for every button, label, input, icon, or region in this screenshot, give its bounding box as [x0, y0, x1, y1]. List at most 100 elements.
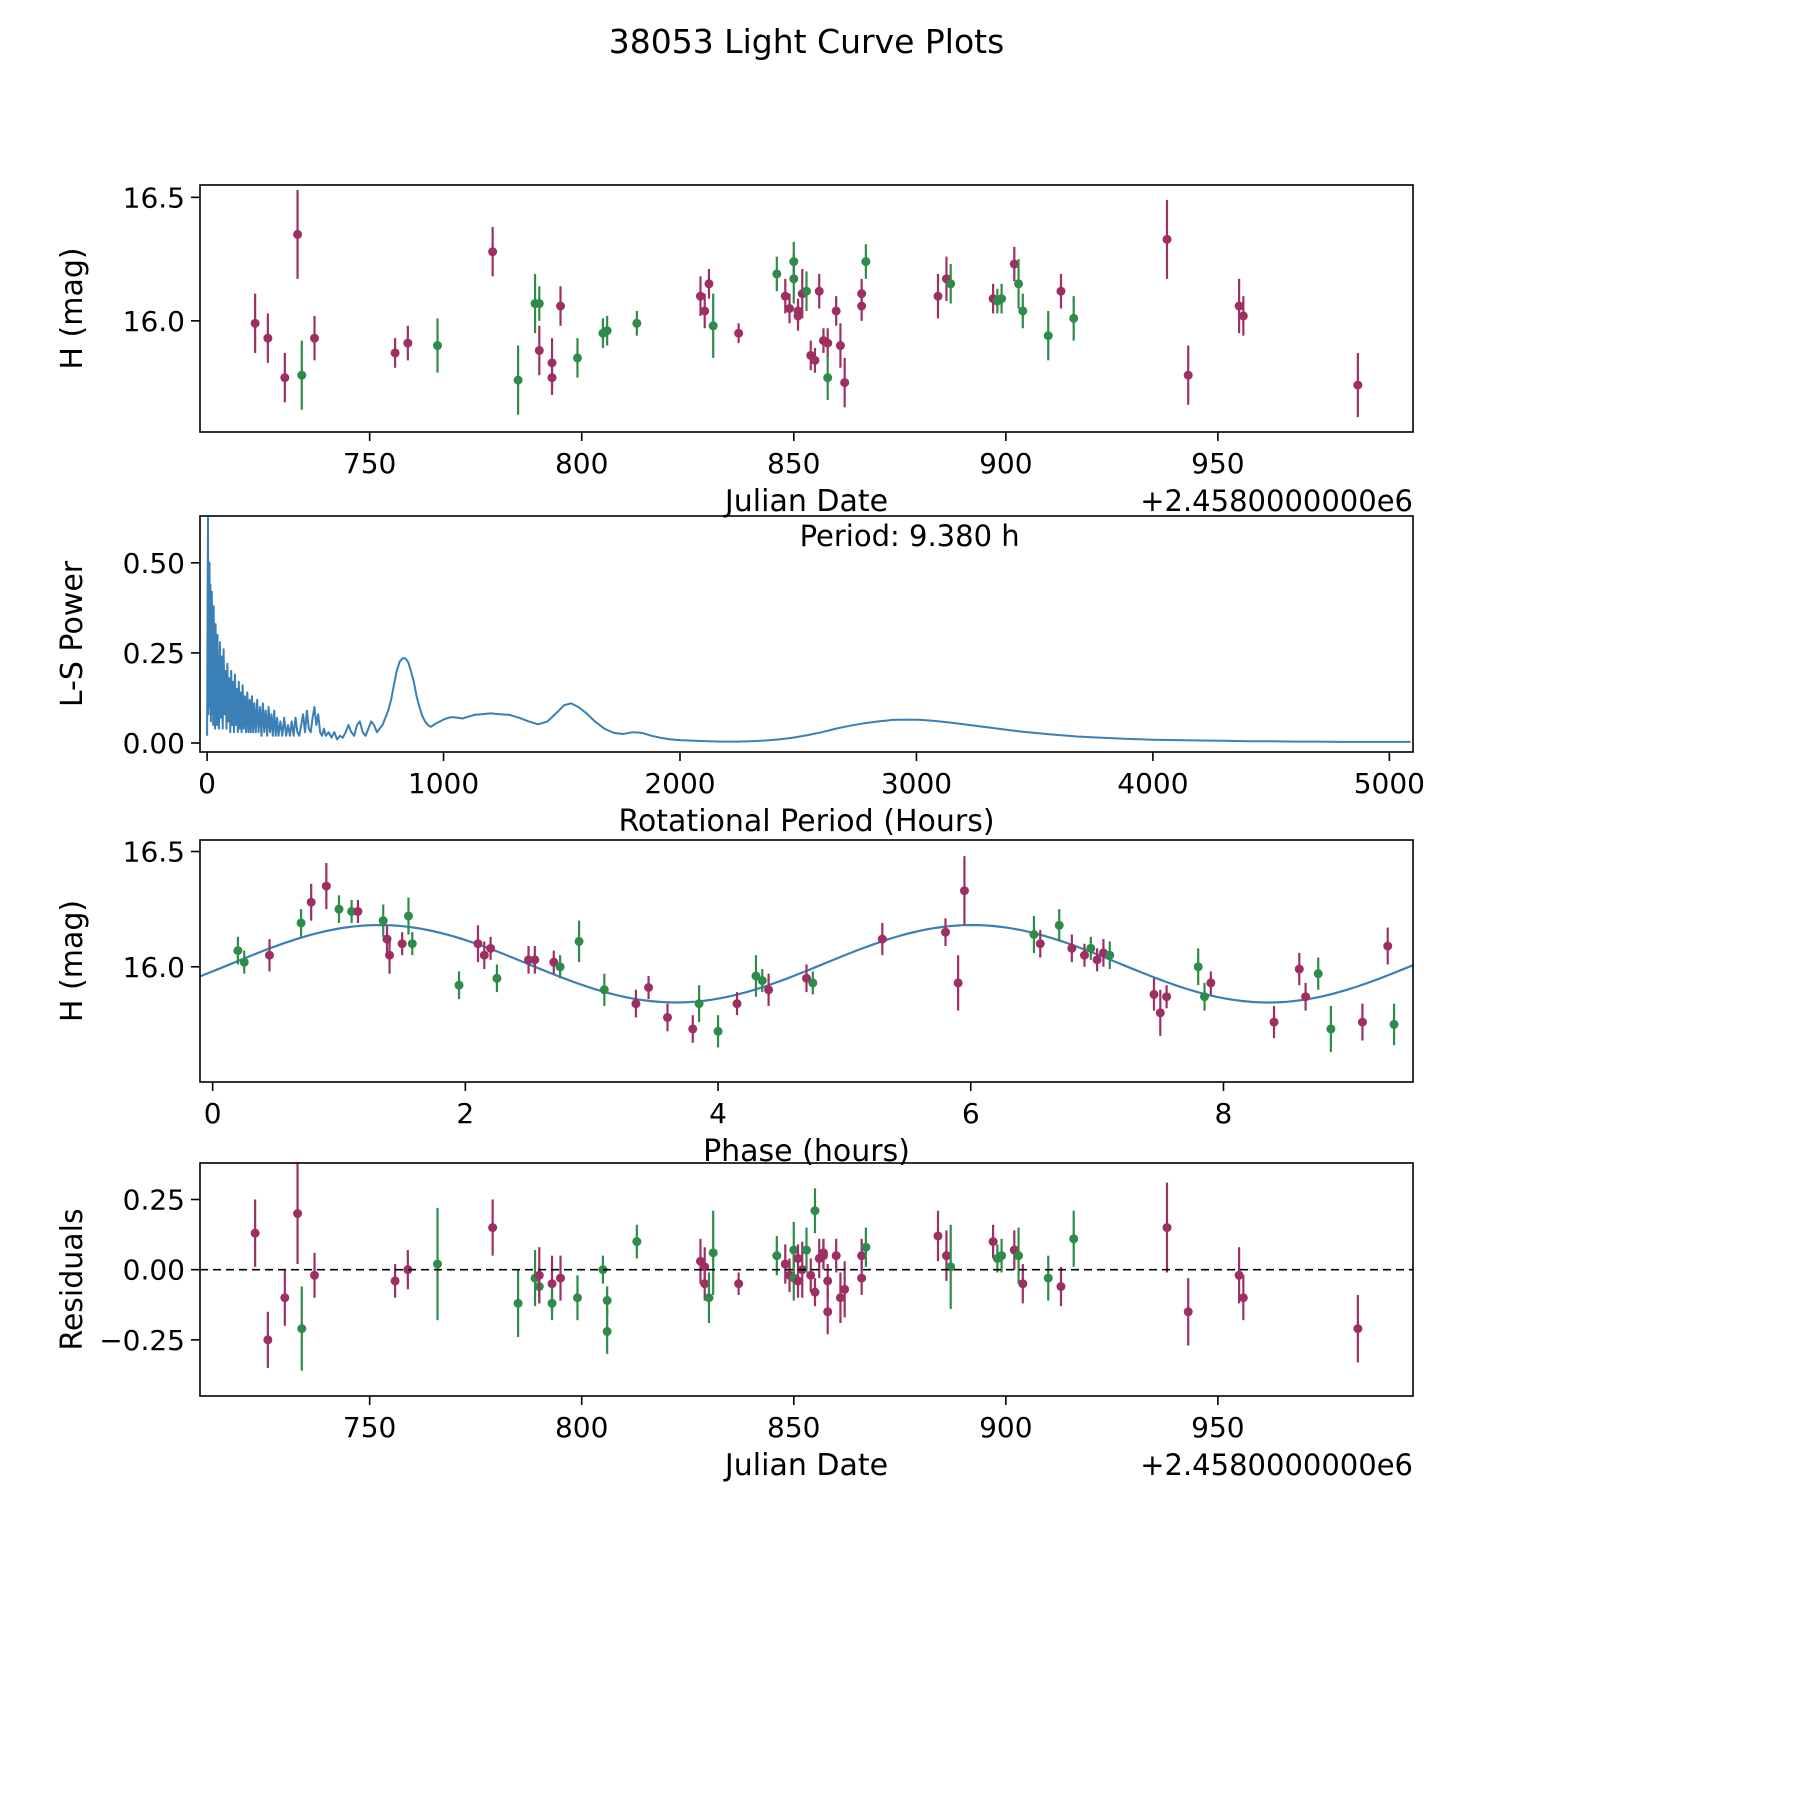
data-point: [704, 1293, 714, 1303]
data-point: [793, 1276, 803, 1286]
periodogram-curve: [206, 516, 1411, 743]
data-point: [831, 306, 841, 316]
data-point: [857, 289, 867, 299]
data-point: [632, 318, 642, 328]
data-point: [293, 229, 303, 239]
data-point: [835, 341, 845, 351]
data-point: [1183, 370, 1193, 380]
y-axis-label: Residuals: [55, 1208, 90, 1350]
data-point: [997, 294, 1007, 304]
data-point: [1067, 943, 1077, 953]
data-point: [1353, 1324, 1363, 1334]
data-point: [802, 1245, 811, 1255]
data-point: [802, 973, 811, 983]
data-point: [293, 1209, 303, 1219]
x-tick-label: 850: [767, 1411, 820, 1444]
panel-residuals: 750 800 850 900 950 0.25 0.00 −0.25 Julian Date R…: [55, 1162, 1414, 1483]
y-tick-label: 0.25: [123, 1183, 185, 1216]
data-point: [810, 1206, 820, 1216]
data-point: [1043, 331, 1053, 341]
data-point: [250, 318, 260, 328]
data-point: [772, 269, 782, 279]
x-tick-label: 0: [198, 767, 216, 800]
data-point: [233, 946, 243, 956]
data-point: [751, 971, 761, 981]
data-point: [700, 306, 710, 316]
x-tick-label: 4: [709, 1097, 727, 1130]
data-point: [1043, 1273, 1053, 1283]
data-point: [547, 373, 557, 383]
data-point: [574, 936, 584, 946]
x-axis-label: Julian Date: [723, 1448, 888, 1483]
data-point: [1162, 992, 1172, 1002]
data-point: [488, 247, 498, 257]
data-point: [1234, 301, 1244, 311]
data-point: [1069, 313, 1079, 323]
data-point: [524, 955, 534, 965]
data-point: [1056, 1282, 1066, 1292]
x-tick-label: 8: [1215, 1097, 1233, 1130]
data-point: [933, 1231, 943, 1241]
data-point: [734, 328, 744, 338]
data-point: [764, 985, 774, 995]
data-point: [547, 1298, 557, 1308]
data-point: [296, 918, 306, 928]
data-point: [572, 353, 582, 363]
data-point: [933, 291, 943, 301]
data-point: [861, 1242, 871, 1252]
data-point: [556, 1273, 566, 1283]
data-point: [1092, 955, 1102, 965]
x-tick-label: 950: [1191, 1411, 1244, 1444]
data-point: [1326, 1024, 1336, 1034]
data-point: [263, 333, 273, 343]
data-point: [1056, 286, 1066, 296]
x-tick-label: 950: [1191, 447, 1244, 480]
data-point: [473, 939, 483, 949]
x-tick-label: 850: [767, 447, 820, 480]
data-point: [793, 311, 803, 321]
x-tick-label: 4000: [1117, 767, 1188, 800]
data-point: [556, 301, 566, 311]
data-point: [486, 943, 496, 953]
data-point: [632, 1237, 642, 1247]
data-point: [757, 976, 767, 986]
data-point: [808, 978, 818, 988]
data-point: [602, 1296, 612, 1306]
x-tick-label: 900: [979, 447, 1032, 480]
data-point: [840, 378, 850, 388]
data-point: [708, 321, 718, 331]
data-point: [479, 950, 489, 960]
data-point: [840, 1284, 850, 1294]
data-point: [732, 999, 742, 1009]
data-point: [941, 1251, 951, 1261]
data-point: [1206, 978, 1216, 988]
x-tick-label: 6: [962, 1097, 980, 1130]
y-tick-label: 0.00: [123, 1254, 185, 1287]
data-point: [663, 1012, 673, 1022]
axes-frame: [199, 1162, 1414, 1397]
data-point: [1069, 1234, 1079, 1244]
data-point: [946, 279, 956, 289]
data-point: [700, 1279, 710, 1289]
y-tick-label: 16.0: [123, 305, 185, 338]
x-tick-label: 800: [555, 1411, 608, 1444]
data-point: [1054, 920, 1064, 930]
data-point: [997, 1251, 1007, 1261]
x-tick-label: 900: [979, 1411, 1032, 1444]
data-point: [708, 1248, 718, 1258]
data-point: [1014, 279, 1024, 289]
data-point: [823, 1276, 833, 1286]
data-point: [239, 957, 249, 967]
data-point: [810, 1287, 820, 1297]
y-tick-label: 16.5: [123, 836, 185, 869]
data-point: [780, 291, 790, 301]
data-point: [823, 338, 833, 348]
data-point: [1238, 1293, 1248, 1303]
data-point: [877, 934, 887, 944]
data-point: [250, 1228, 260, 1238]
data-point: [321, 881, 331, 891]
data-point: [1238, 311, 1248, 321]
data-point: [818, 1248, 828, 1258]
data-point: [297, 370, 307, 380]
data-point: [780, 1259, 790, 1269]
